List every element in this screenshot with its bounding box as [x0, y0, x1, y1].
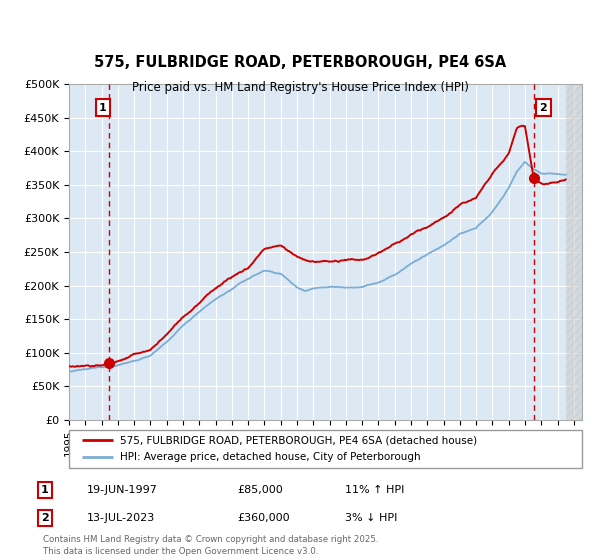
- Text: 1: 1: [41, 485, 49, 495]
- Text: 19-JUN-1997: 19-JUN-1997: [87, 485, 158, 495]
- Text: 13-JUL-2023: 13-JUL-2023: [87, 513, 155, 523]
- Text: 575, FULBRIDGE ROAD, PETERBOROUGH, PE4 6SA (detached house): 575, FULBRIDGE ROAD, PETERBOROUGH, PE4 6…: [121, 435, 478, 445]
- Text: 2: 2: [41, 513, 49, 523]
- Text: £85,000: £85,000: [237, 485, 283, 495]
- Text: 11% ↑ HPI: 11% ↑ HPI: [345, 485, 404, 495]
- Text: 2: 2: [539, 102, 547, 113]
- Text: Price paid vs. HM Land Registry's House Price Index (HPI): Price paid vs. HM Land Registry's House …: [131, 81, 469, 94]
- Text: Contains HM Land Registry data © Crown copyright and database right 2025.
This d: Contains HM Land Registry data © Crown c…: [43, 535, 379, 556]
- Bar: [566, 84, 584, 420]
- Text: 575, FULBRIDGE ROAD, PETERBOROUGH, PE4 6SA: 575, FULBRIDGE ROAD, PETERBOROUGH, PE4 6…: [94, 55, 506, 70]
- Text: £360,000: £360,000: [237, 513, 290, 523]
- Text: HPI: Average price, detached house, City of Peterborough: HPI: Average price, detached house, City…: [121, 452, 421, 463]
- Text: 1: 1: [99, 102, 107, 113]
- Text: 3% ↓ HPI: 3% ↓ HPI: [345, 513, 397, 523]
